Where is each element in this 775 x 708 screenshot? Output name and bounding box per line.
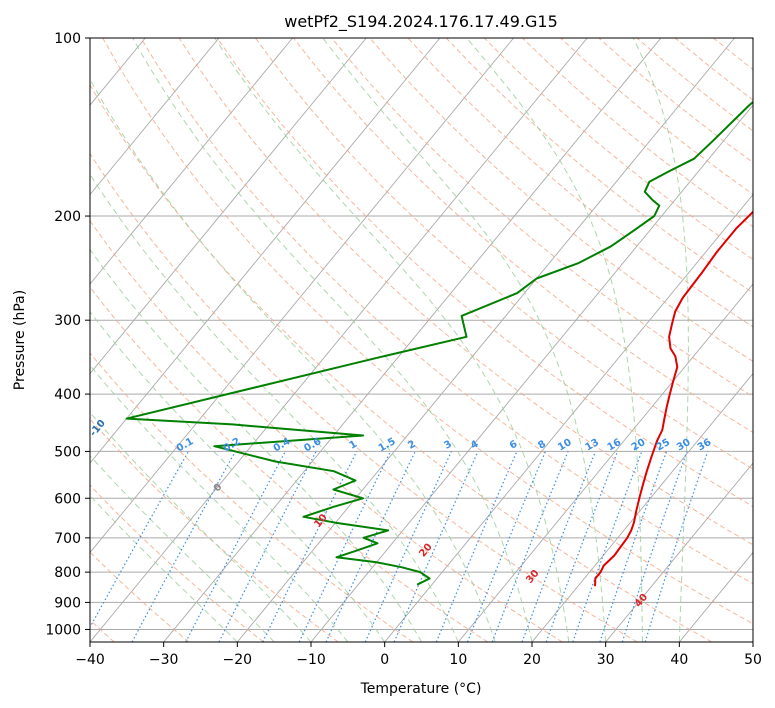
mixing-ratio-line [435,451,518,642]
isotherm-line [90,38,514,554]
y-tick-label: 900 [54,595,81,611]
plot-area [90,38,753,642]
moist-adiabat-line [90,248,422,642]
y-tick-label: 1000 [45,622,81,638]
y-tick-label: 600 [54,491,81,507]
mixing-ratio-line [131,451,236,642]
y-axis-label: Pressure (hPa) [12,290,28,390]
dry-adiabat-line [140,38,753,585]
y-tick-label: 500 [54,444,81,460]
dry-adiabat-line [407,38,753,328]
isotherm-line [90,38,220,196]
mixing-ratio-label: 1 [348,439,360,452]
dry-adiabat-line [90,152,638,642]
isotherm-line [163,38,662,642]
dewpoint-profile-line [125,100,753,586]
moist-adiabat-line [322,38,607,642]
moist-adiabat-line [90,173,459,642]
dry-adiabat-line [90,83,712,642]
mixing-ratio-line [644,451,709,642]
moist-adiabat-line [132,38,533,642]
x-tick-label: 30 [597,652,615,668]
chart-title: wetPf2_S194.2024.176.17.49.G15 [284,12,558,32]
moist-adiabat-line [632,38,689,642]
isotherm-line [457,283,753,642]
mixing-ratio-line [572,451,643,642]
y-tick-label: 200 [54,209,81,225]
mixing-ratio-label: 3 [442,439,454,452]
x-tick-label: −20 [223,652,253,668]
y-tick-label: 400 [54,387,81,403]
mixing-ratio-line [218,451,317,642]
x-tick-label: −10 [296,652,326,668]
moist-adiabat-line [90,311,386,642]
mixing-ratio-line [621,451,688,642]
moist-adiabat-line [214,38,570,642]
x-tick-label: −40 [75,652,105,668]
x-tick-label: 0 [380,652,389,668]
mixing-ratio-line [599,451,668,642]
y-tick-label: 800 [54,565,81,581]
temperature-profile-line [593,210,753,587]
dry-adiabat-line [293,38,753,434]
dry-adiabat-line [90,219,563,642]
dry-adiabat-line [90,286,488,642]
x-tick-label: 40 [670,652,688,668]
isotherm-line [310,104,753,642]
x-tick-label: 10 [449,652,467,668]
y-tick-label: 300 [54,313,81,329]
isotherm-line [90,38,293,285]
x-tick-label: 50 [744,652,762,668]
dry-adiabat-line [445,38,753,294]
mixing-ratio-line [364,451,452,642]
mixing-ratio-line [521,451,597,642]
mixing-ratio-label: 2 [406,439,418,452]
moist-adiabat-line [90,78,496,642]
isotherm-line [236,38,735,642]
mixing-ratio-line [466,451,546,642]
dry-adiabat-line [90,484,264,642]
mixing-ratio-line [491,451,569,642]
dry-adiabat-line [102,38,753,625]
isotherm-line [90,38,441,464]
mixing-ratio-line [90,451,189,629]
x-tick-label: −30 [149,652,179,668]
moist-adiabat-line [90,364,349,642]
mixing-ratio-label: 8 [536,439,548,452]
isotherm-line [605,462,753,642]
axes: −40 −30 −20 −10 0 10 20 30 40 50 100 200 300 400 500 60… [45,31,762,668]
moist-adiabat-line [90,494,238,642]
mixing-ratio-label: 6 [508,439,520,452]
mixing-ratio-line [545,451,619,642]
x-axis-label: Temperature (°C) [360,681,482,697]
dry-adiabat-line [90,352,414,642]
moist-adiabat-line [466,38,643,642]
dry-adiabat-line [90,551,190,642]
dry-adiabat-line [90,418,339,642]
mixing-ratio-line [393,451,479,642]
isotherm-line [384,193,753,642]
plot-frame [89,37,754,643]
mixing-ratio-line [262,451,358,642]
isotherm-line [531,372,753,642]
mixing-ratio-label: 4 [469,439,481,452]
y-tick-label: 700 [54,531,81,547]
isotherm-line [90,38,367,375]
x-tick-label: 20 [523,652,541,668]
y-tick-label: 100 [54,31,81,47]
dry-adiabat-line [216,38,753,508]
dry-adiabat-line [178,38,753,546]
